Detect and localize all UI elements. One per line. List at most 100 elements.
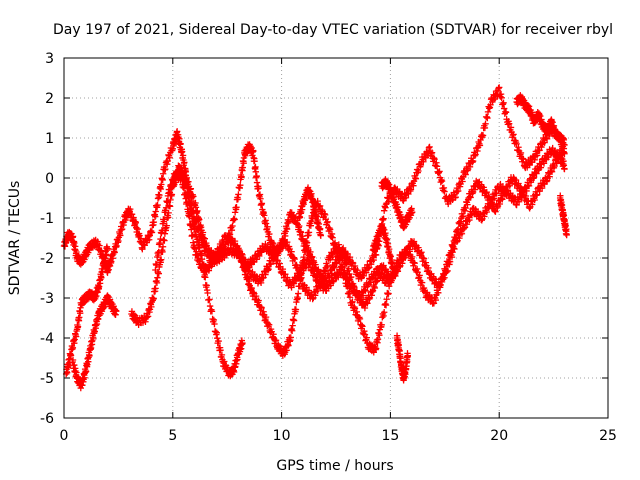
data-point <box>113 242 120 250</box>
data-point <box>268 238 275 246</box>
data-point <box>67 352 75 359</box>
data-point <box>71 336 78 343</box>
data-point <box>210 258 218 265</box>
data-point <box>253 172 260 180</box>
data-point <box>251 157 258 165</box>
data-point <box>232 363 239 370</box>
data-point <box>561 165 568 173</box>
data-point <box>155 270 163 277</box>
data-point <box>183 199 191 206</box>
data-point <box>380 215 387 222</box>
data-point <box>155 248 162 256</box>
data-point <box>159 227 166 234</box>
data-point <box>420 255 428 262</box>
data-point <box>479 132 487 139</box>
data-point <box>193 218 200 225</box>
data-point <box>94 289 101 296</box>
data-point <box>316 225 324 232</box>
data-point <box>295 222 303 230</box>
data-point <box>218 244 225 251</box>
data-point <box>476 142 484 149</box>
data-point <box>153 261 160 268</box>
data-point <box>217 346 224 354</box>
data-point <box>385 290 392 297</box>
data-point <box>230 368 238 376</box>
data-point <box>91 328 98 335</box>
data-point <box>201 235 209 242</box>
data-point <box>387 274 394 282</box>
data-point <box>98 247 105 254</box>
data-point <box>445 258 452 266</box>
data-point <box>177 164 184 171</box>
data-point <box>266 230 273 238</box>
data-point <box>128 211 136 218</box>
data-point <box>150 218 158 226</box>
data-point <box>154 201 161 209</box>
axis-ticks: 0 5 10 15 20 25 -6 -5 -4 -3 -2 -1 0 1 2 3 <box>40 51 617 444</box>
series-track-k <box>378 176 416 232</box>
data-point <box>144 313 152 320</box>
data-point <box>531 196 538 204</box>
data-point <box>356 315 364 323</box>
y-tick-label: -3 <box>40 291 54 307</box>
series-track-g <box>152 169 394 312</box>
data-point <box>500 99 507 107</box>
data-point <box>295 290 302 297</box>
data-point <box>302 248 309 256</box>
data-point <box>234 242 241 250</box>
chart-title: Day 197 of 2021, Sidereal Day-to-day VTE… <box>53 22 613 38</box>
data-point <box>69 233 77 240</box>
data-point <box>169 145 176 153</box>
data-point <box>200 241 208 248</box>
data-point <box>298 274 305 281</box>
data-point <box>317 232 324 239</box>
series-track-b <box>62 243 111 378</box>
data-point <box>433 163 441 170</box>
data-point <box>265 321 273 328</box>
data-point <box>108 258 115 265</box>
data-point <box>204 289 211 297</box>
data-point <box>237 181 244 189</box>
data-point <box>351 305 359 312</box>
data-point <box>104 245 111 252</box>
data-point <box>161 237 168 244</box>
data-point <box>442 267 449 275</box>
data-point <box>548 168 556 175</box>
data-point <box>407 186 415 193</box>
series-track-l <box>513 92 568 149</box>
data-point <box>213 329 220 337</box>
data-point <box>305 229 313 236</box>
data-point <box>321 269 329 277</box>
data-point <box>454 225 462 233</box>
data-point <box>533 170 540 177</box>
data-point <box>285 342 292 349</box>
data-point <box>416 272 423 279</box>
series-track-m <box>556 192 570 239</box>
data-point <box>258 200 266 207</box>
data-point <box>316 202 324 210</box>
data-point <box>454 187 462 195</box>
y-tick-label: 2 <box>45 91 54 107</box>
series-track-j <box>393 332 412 384</box>
data-point <box>459 212 467 220</box>
data-point <box>238 173 245 180</box>
data-point <box>190 207 197 214</box>
data-point <box>73 248 80 256</box>
plot-border <box>63 57 609 419</box>
series-track-f <box>234 146 566 359</box>
data-point <box>164 199 171 206</box>
data-point <box>296 214 304 221</box>
data-point <box>152 266 159 274</box>
data-point <box>372 345 380 352</box>
data-point <box>163 222 170 229</box>
data-point <box>371 284 379 292</box>
data-point <box>61 243 69 250</box>
data-point <box>84 361 91 368</box>
data-point <box>510 131 517 138</box>
data-point <box>283 238 291 246</box>
data-point <box>517 149 525 157</box>
data-point <box>484 114 491 122</box>
data-point <box>164 157 172 165</box>
data-point <box>431 155 438 163</box>
data-point <box>250 147 257 155</box>
